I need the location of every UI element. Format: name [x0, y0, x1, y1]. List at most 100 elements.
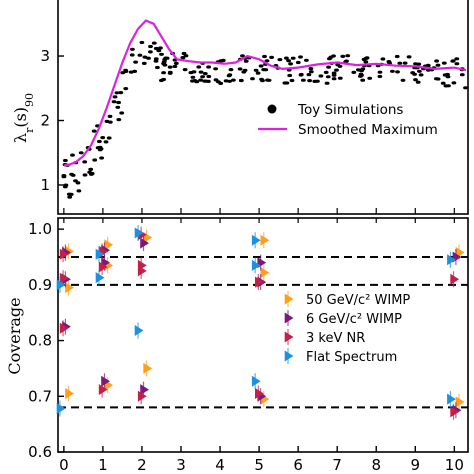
toy-simulation-point — [325, 75, 331, 79]
toy-simulation-point — [331, 71, 337, 75]
toy-simulation-point — [70, 173, 76, 177]
toy-simulation-point — [337, 76, 343, 80]
toy-simulation-point — [82, 173, 88, 177]
toy-simulation-point — [326, 65, 331, 69]
toy-simulation-point — [443, 84, 449, 88]
toy-simulation-point — [418, 73, 424, 77]
toy-simulation-point — [133, 60, 139, 64]
coverage-point — [143, 362, 153, 374]
toy-simulation-point — [287, 73, 293, 78]
bottom-x-tick-label: 3 — [176, 456, 186, 474]
top-y-tick-label: 1 — [40, 176, 50, 194]
toy-simulation-point — [397, 61, 403, 65]
toy-simulation-point — [363, 60, 369, 64]
toy-simulation-point — [115, 105, 121, 109]
toy-simulation-point — [180, 56, 186, 60]
toy-simulation-point — [298, 73, 304, 77]
bottom-x-tick-label: 5 — [254, 456, 264, 474]
toy-simulation-point — [159, 52, 164, 56]
top-panel: 1 2 3 Toy Simulations Smoothed Maximum λr(s… — [11, 0, 469, 215]
toy-simulation-point — [298, 55, 303, 59]
toy-simulation-point — [196, 65, 202, 69]
toy-simulation-point — [118, 91, 124, 95]
toy-simulation-point — [286, 59, 291, 63]
toy-simulation-point — [167, 65, 173, 69]
toy-simulation-point — [99, 156, 104, 160]
toy-simulation-point — [89, 171, 95, 176]
bottom-y-tick-label: 0.7 — [28, 387, 52, 405]
bottom-x-tick-label: 1 — [98, 456, 108, 474]
toy-simulation-point — [258, 64, 264, 68]
coverage-point — [447, 393, 456, 405]
toy-simulation-point — [82, 160, 88, 164]
toy-simulation-point — [183, 54, 189, 58]
toy-simulation-point — [206, 74, 212, 79]
toy-simulation-point — [173, 61, 179, 65]
bottom-panel: 0.6 0.7 0.8 0.9 1.0 0 1 2 3 4 5 6 7 8 9 10 50 GeV/c² WI… — [5, 217, 469, 474]
bottom-x-tick-label: 4 — [215, 456, 225, 474]
bottom-y-axis-label: Coverage — [5, 297, 24, 374]
toy-simulation-point — [119, 111, 125, 115]
toy-simulation-point — [228, 68, 234, 72]
toy-simulation-point — [284, 56, 289, 60]
bottom-x-tick-label: 6 — [293, 456, 303, 474]
toy-simulation-point — [153, 59, 159, 63]
toy-simulation-point — [367, 76, 373, 80]
coverage-point — [59, 248, 69, 260]
coverage-point — [255, 388, 264, 399]
toy-simulation-point — [107, 114, 113, 118]
toy-simulation-point — [153, 46, 159, 51]
toy-simulation-point — [377, 70, 383, 74]
toy-simulation-point — [130, 47, 135, 51]
toy-simulation-point — [63, 183, 69, 187]
toy-simulation-point — [97, 139, 102, 144]
coverage-point — [140, 237, 149, 249]
toy-simulation-point — [425, 63, 431, 67]
bottom-x-tick-label: 0 — [59, 456, 69, 474]
toy-simulation-point — [359, 73, 364, 77]
coverage-point — [65, 282, 74, 294]
toy-simulation-point — [106, 136, 112, 140]
toy-simulation-point — [240, 54, 245, 58]
toy-simulation-point — [100, 136, 106, 140]
toy-simulation-point — [103, 140, 109, 144]
toy-simulation-point — [188, 71, 194, 75]
coverage-point — [450, 406, 460, 418]
toy-simulation-point — [198, 78, 204, 82]
toy-simulation-point — [202, 72, 208, 76]
legend-marker — [284, 331, 294, 343]
toy-simulation-point — [295, 60, 301, 65]
toy-simulation-point — [141, 61, 147, 65]
toy-simulation-point — [255, 71, 261, 75]
toy-simulation-point — [163, 56, 169, 60]
coverage-point — [134, 325, 144, 336]
toy-simulation-point — [289, 78, 295, 83]
top-legend: Toy Simulations Smoothed Maximum — [258, 102, 438, 138]
bottom-y-tick-label: 1.0 — [28, 220, 52, 238]
toy-simulation-point — [402, 61, 408, 65]
toy-simulation-point — [67, 195, 73, 199]
toy-simulation-point — [262, 54, 267, 59]
toy-simulation-point — [451, 81, 457, 85]
coverage-point — [455, 396, 465, 408]
toy-simulation-point — [116, 100, 121, 105]
toy-simulation-point — [190, 75, 196, 79]
toy-simulation-point — [227, 79, 233, 83]
smoothed-maximum-line — [63, 19, 467, 167]
coverage-point — [104, 239, 114, 251]
coverage-point — [255, 276, 264, 288]
bottom-x-tick-label: 10 — [445, 456, 464, 474]
coverage-point — [65, 388, 74, 399]
toy-simulation-point — [203, 79, 209, 83]
toy-simulation-point — [250, 77, 255, 81]
toy-simulation-point — [123, 87, 129, 91]
toy-simulation-point — [92, 158, 98, 162]
toy-simulation-point — [308, 67, 314, 71]
toy-simulation-point — [306, 73, 312, 77]
coverage-point — [59, 272, 69, 284]
toy-simulation-point — [161, 71, 167, 75]
toy-simulation-point — [415, 80, 421, 84]
toy-simulation-point — [61, 175, 67, 179]
toy-simulation-point — [440, 81, 446, 85]
